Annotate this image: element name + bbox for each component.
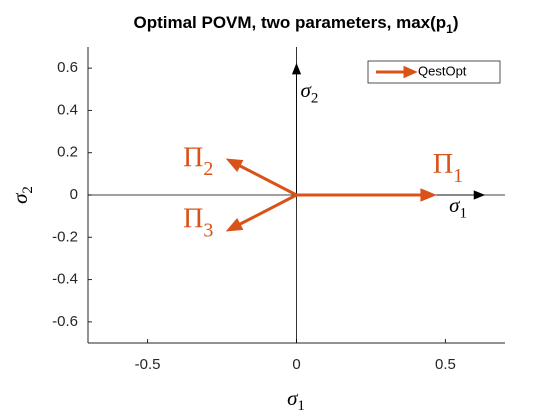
- title-tail: ): [453, 13, 459, 32]
- vector-label: Π1: [433, 149, 463, 186]
- y-tick-label: -0.4: [52, 271, 78, 288]
- y-axis-label: σ2: [8, 186, 37, 204]
- vector-label-text: Π: [183, 143, 203, 174]
- axis-arrow-label-text: σ: [449, 193, 461, 217]
- vector-arrow: [296, 188, 437, 202]
- x-label-sub: 1: [297, 398, 305, 414]
- x-tick-label: 0: [292, 356, 300, 373]
- axis-arrow-label: σ1: [449, 193, 467, 222]
- y-tick-label: 0: [70, 186, 78, 203]
- vector-label-sub: 2: [203, 158, 213, 180]
- y-label-sub: 2: [20, 186, 36, 194]
- legend-swatch: [376, 65, 418, 79]
- vector-label-text: Π: [433, 149, 453, 180]
- vector-label-sub: 3: [203, 219, 213, 241]
- y-tick-label: -0.2: [52, 228, 78, 245]
- vector-label: Π2: [183, 143, 213, 180]
- x-tick-label: -0.5: [135, 356, 161, 373]
- legend-label: QestOpt: [418, 63, 467, 78]
- y-tick-label: -0.6: [52, 313, 78, 330]
- y-label-text: σ: [8, 192, 32, 204]
- vector-label-sub: 1: [453, 164, 463, 186]
- x-axis-label: σ1: [287, 386, 305, 415]
- vector-arrow: [225, 193, 298, 232]
- x-label-text: σ: [287, 386, 299, 410]
- y-tick-label: 0.4: [57, 101, 78, 118]
- legend-box: [367, 60, 501, 84]
- axis-arrow-label-sub: 1: [460, 206, 468, 222]
- axis-arrow-label-text: σ: [301, 78, 313, 102]
- axis-arrow: [291, 62, 302, 195]
- vector-label-text: Π: [183, 204, 203, 235]
- axis-arrow-label-sub: 2: [311, 91, 319, 107]
- y-tick-label: 0.6: [57, 59, 78, 76]
- chart-title: Optimal POVM, two parameters, max(p1): [133, 13, 458, 36]
- title-text: Optimal POVM, two parameters, max(p: [133, 13, 446, 32]
- vector-label: Π3: [183, 204, 213, 241]
- x-tick-label: 0.5: [435, 356, 456, 373]
- title-sub: 1: [446, 22, 453, 36]
- y-tick-label: 0.2: [57, 144, 78, 161]
- axis-arrow-label: σ2: [301, 78, 319, 107]
- vector-arrow: [225, 158, 298, 197]
